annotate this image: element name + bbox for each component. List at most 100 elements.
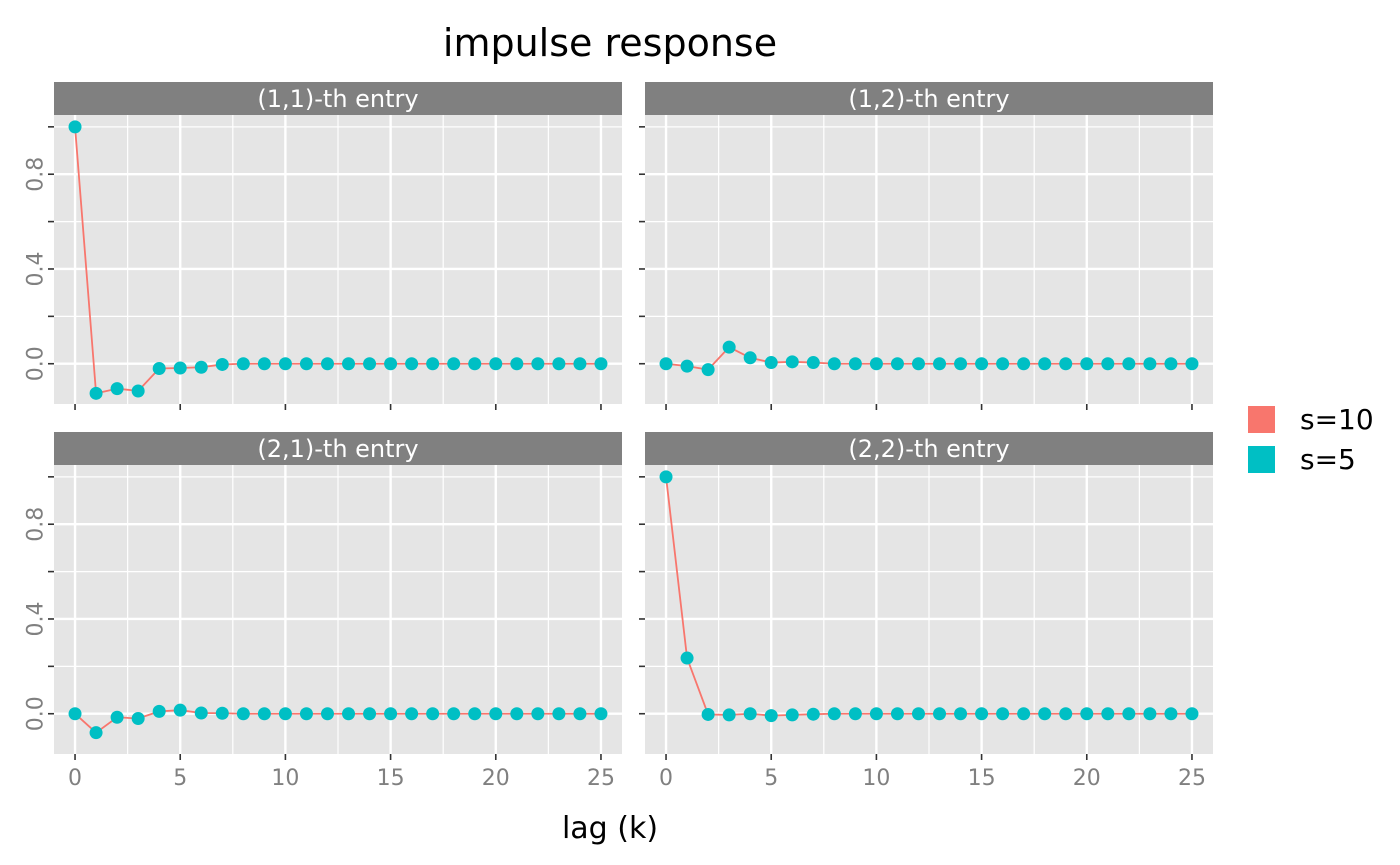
data-point-s5	[236, 707, 250, 721]
data-point-s5	[531, 707, 545, 721]
data-point-s5	[848, 707, 862, 721]
data-point-s5	[384, 707, 398, 721]
data-point-s5	[1017, 357, 1031, 371]
x-tick-label: 25	[1178, 766, 1206, 791]
data-point-s5	[594, 707, 608, 721]
facet-panels: (1,1)-th entry 0.0 0.4 0.8 (1,2)-th entry (2,…	[24, 82, 1213, 791]
data-point-s5	[320, 707, 334, 721]
data-point-s5	[701, 707, 715, 721]
data-point-s5	[1122, 707, 1136, 721]
data-point-s5	[785, 355, 799, 369]
data-point-s5	[131, 711, 145, 725]
y-tick-label: 0.4	[24, 601, 49, 636]
data-point-s5	[299, 357, 313, 371]
data-point-s5	[890, 707, 904, 721]
data-point-s5	[996, 707, 1010, 721]
data-point-s5	[869, 357, 883, 371]
data-point-s5	[278, 707, 292, 721]
data-point-s5	[933, 357, 947, 371]
data-point-s5	[890, 357, 904, 371]
data-point-s5	[680, 651, 694, 665]
legend: s=10 s=5	[1248, 403, 1374, 476]
data-point-s5	[510, 707, 524, 721]
data-point-s5	[594, 357, 608, 371]
data-point-s5	[68, 707, 82, 721]
legend-key-s10	[1248, 406, 1275, 433]
data-point-s5	[701, 363, 715, 377]
data-point-s5	[659, 357, 673, 371]
facet-strip	[54, 82, 622, 115]
x-axis-label: lag (k)	[562, 811, 658, 846]
data-point-s5	[573, 357, 587, 371]
data-point-s5	[954, 707, 968, 721]
data-point-s5	[764, 709, 778, 723]
data-point-s5	[110, 382, 124, 396]
data-point-s5	[194, 706, 208, 720]
facet-strip	[645, 432, 1213, 465]
data-point-s5	[1101, 707, 1115, 721]
data-point-s5	[552, 357, 566, 371]
data-point-s5	[975, 357, 989, 371]
data-point-s5	[1038, 707, 1052, 721]
x-tick-label: 25	[587, 766, 615, 791]
data-point-s5	[89, 726, 103, 740]
data-point-s5	[722, 340, 736, 354]
data-point-s5	[489, 707, 503, 721]
x-tick-label: 10	[862, 766, 890, 791]
facet-strip-label: (2,2)-th entry	[848, 435, 1009, 463]
x-tick-label: 20	[482, 766, 510, 791]
data-point-s5	[489, 357, 503, 371]
y-tick-label: 0.8	[24, 507, 49, 542]
data-point-s5	[954, 357, 968, 371]
data-point-s5	[384, 357, 398, 371]
data-point-s5	[173, 703, 187, 717]
y-tick-label: 0.0	[24, 696, 49, 731]
data-point-s5	[1185, 357, 1199, 371]
data-point-s5	[869, 707, 883, 721]
x-tick-label: 0	[68, 766, 82, 791]
data-point-s5	[1164, 707, 1178, 721]
data-point-s5	[743, 351, 757, 365]
x-tick-label: 10	[271, 766, 299, 791]
data-point-s5	[911, 357, 925, 371]
data-point-s5	[764, 356, 778, 370]
data-point-s5	[573, 707, 587, 721]
data-point-s5	[363, 357, 377, 371]
facet-strip-label: (1,2)-th entry	[848, 85, 1009, 113]
data-point-s5	[531, 357, 545, 371]
data-point-s5	[89, 386, 103, 400]
legend-label-s5: s=5	[1300, 443, 1356, 476]
facet-panel: (1,1)-th entry 0.0 0.4 0.8	[24, 82, 622, 410]
data-point-s5	[320, 357, 334, 371]
data-point-s5	[278, 357, 292, 371]
x-tick-label: 0	[659, 766, 673, 791]
y-tick-label: 0.0	[24, 346, 49, 381]
x-tick-label: 15	[377, 766, 405, 791]
data-point-s5	[426, 707, 440, 721]
facet-panel: (1,2)-th entry	[639, 82, 1213, 410]
data-point-s5	[468, 707, 482, 721]
data-point-s5	[131, 384, 145, 398]
facet-panel: (2,2)-th entry 0 5 10 15 20 25	[639, 432, 1213, 791]
data-point-s5	[1101, 357, 1115, 371]
data-point-s5	[743, 707, 757, 721]
data-point-s5	[659, 470, 673, 484]
facet-strip-label: (1,1)-th entry	[257, 85, 418, 113]
x-tick-label: 15	[968, 766, 996, 791]
data-point-s5	[806, 707, 820, 721]
data-point-s5	[342, 357, 356, 371]
facet-strip-label: (2,1)-th entry	[257, 435, 418, 463]
data-point-s5	[1038, 357, 1052, 371]
data-point-s5	[933, 707, 947, 721]
data-point-s5	[827, 357, 841, 371]
data-point-s5	[722, 708, 736, 722]
data-point-s5	[405, 707, 419, 721]
data-point-s5	[468, 357, 482, 371]
data-point-s5	[447, 707, 461, 721]
data-point-s5	[110, 710, 124, 724]
data-point-s5	[1143, 707, 1157, 721]
data-point-s5	[1059, 357, 1073, 371]
data-point-s5	[510, 357, 524, 371]
data-point-s5	[215, 357, 229, 371]
